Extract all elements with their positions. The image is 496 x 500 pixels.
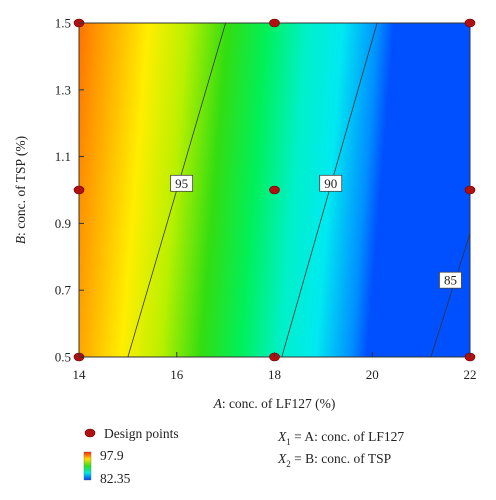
x-tick-label: 14 [73, 367, 87, 382]
y-tick-label: 1.1 [55, 149, 71, 164]
contour-label-text: 95 [175, 176, 188, 191]
legend-x2-definition: X2 = B: conc. of TSP [277, 451, 391, 469]
design-point [464, 185, 476, 195]
contour-label-95: 95 [170, 174, 194, 192]
contour-label-box [170, 174, 194, 192]
y-tick-label: 0.9 [55, 216, 71, 231]
y-tick-label: 1.3 [55, 82, 71, 97]
colorbar-min-label: 82.35 [100, 471, 131, 486]
legend: Design points 97.9 82.35 X1 = A: conc. o… [83, 426, 404, 486]
y-axis-title: B: conc. of TSP (%) [13, 136, 28, 244]
contour-label-text: 85 [444, 273, 457, 288]
x-axis-ticks: 14 16 18 20 22 [73, 352, 477, 382]
x-tick-label: 20 [366, 367, 379, 382]
design-point [464, 18, 476, 28]
x-tick-label: 22 [464, 367, 477, 382]
x-tick-label: 18 [268, 367, 281, 382]
contour-label-box [439, 271, 462, 289]
design-point [73, 185, 85, 195]
design-point [269, 185, 280, 195]
contour-label-box [319, 174, 343, 192]
y-axis-ticks: 0.5 0.7 0.9 1.1 1.3 1.5 [55, 16, 84, 365]
legend-design-points-label: Design points [104, 426, 179, 441]
contour-label-text: 90 [324, 176, 337, 191]
design-point [269, 18, 280, 28]
x-axis-title: A: conc. of LF127 (%) [213, 396, 336, 411]
contour-labels: 95 90 85 [170, 174, 462, 289]
plot-area [79, 23, 470, 357]
y-tick-label: 0.7 [55, 283, 72, 298]
y-tick-label: 0.5 [55, 350, 71, 365]
legend-x1-definition: X1 = A: conc. of LF127 [277, 429, 404, 447]
colorbar [83, 451, 92, 481]
contour-label-85: 85 [439, 271, 462, 289]
design-point-legend-marker [84, 428, 96, 438]
contour-line-85 [430, 233, 470, 357]
contour-label-90: 90 [319, 174, 343, 192]
y-tick-label: 1.5 [55, 16, 71, 31]
x-tick-label: 16 [170, 367, 184, 382]
colorbar-max-label: 97.9 [100, 448, 124, 463]
